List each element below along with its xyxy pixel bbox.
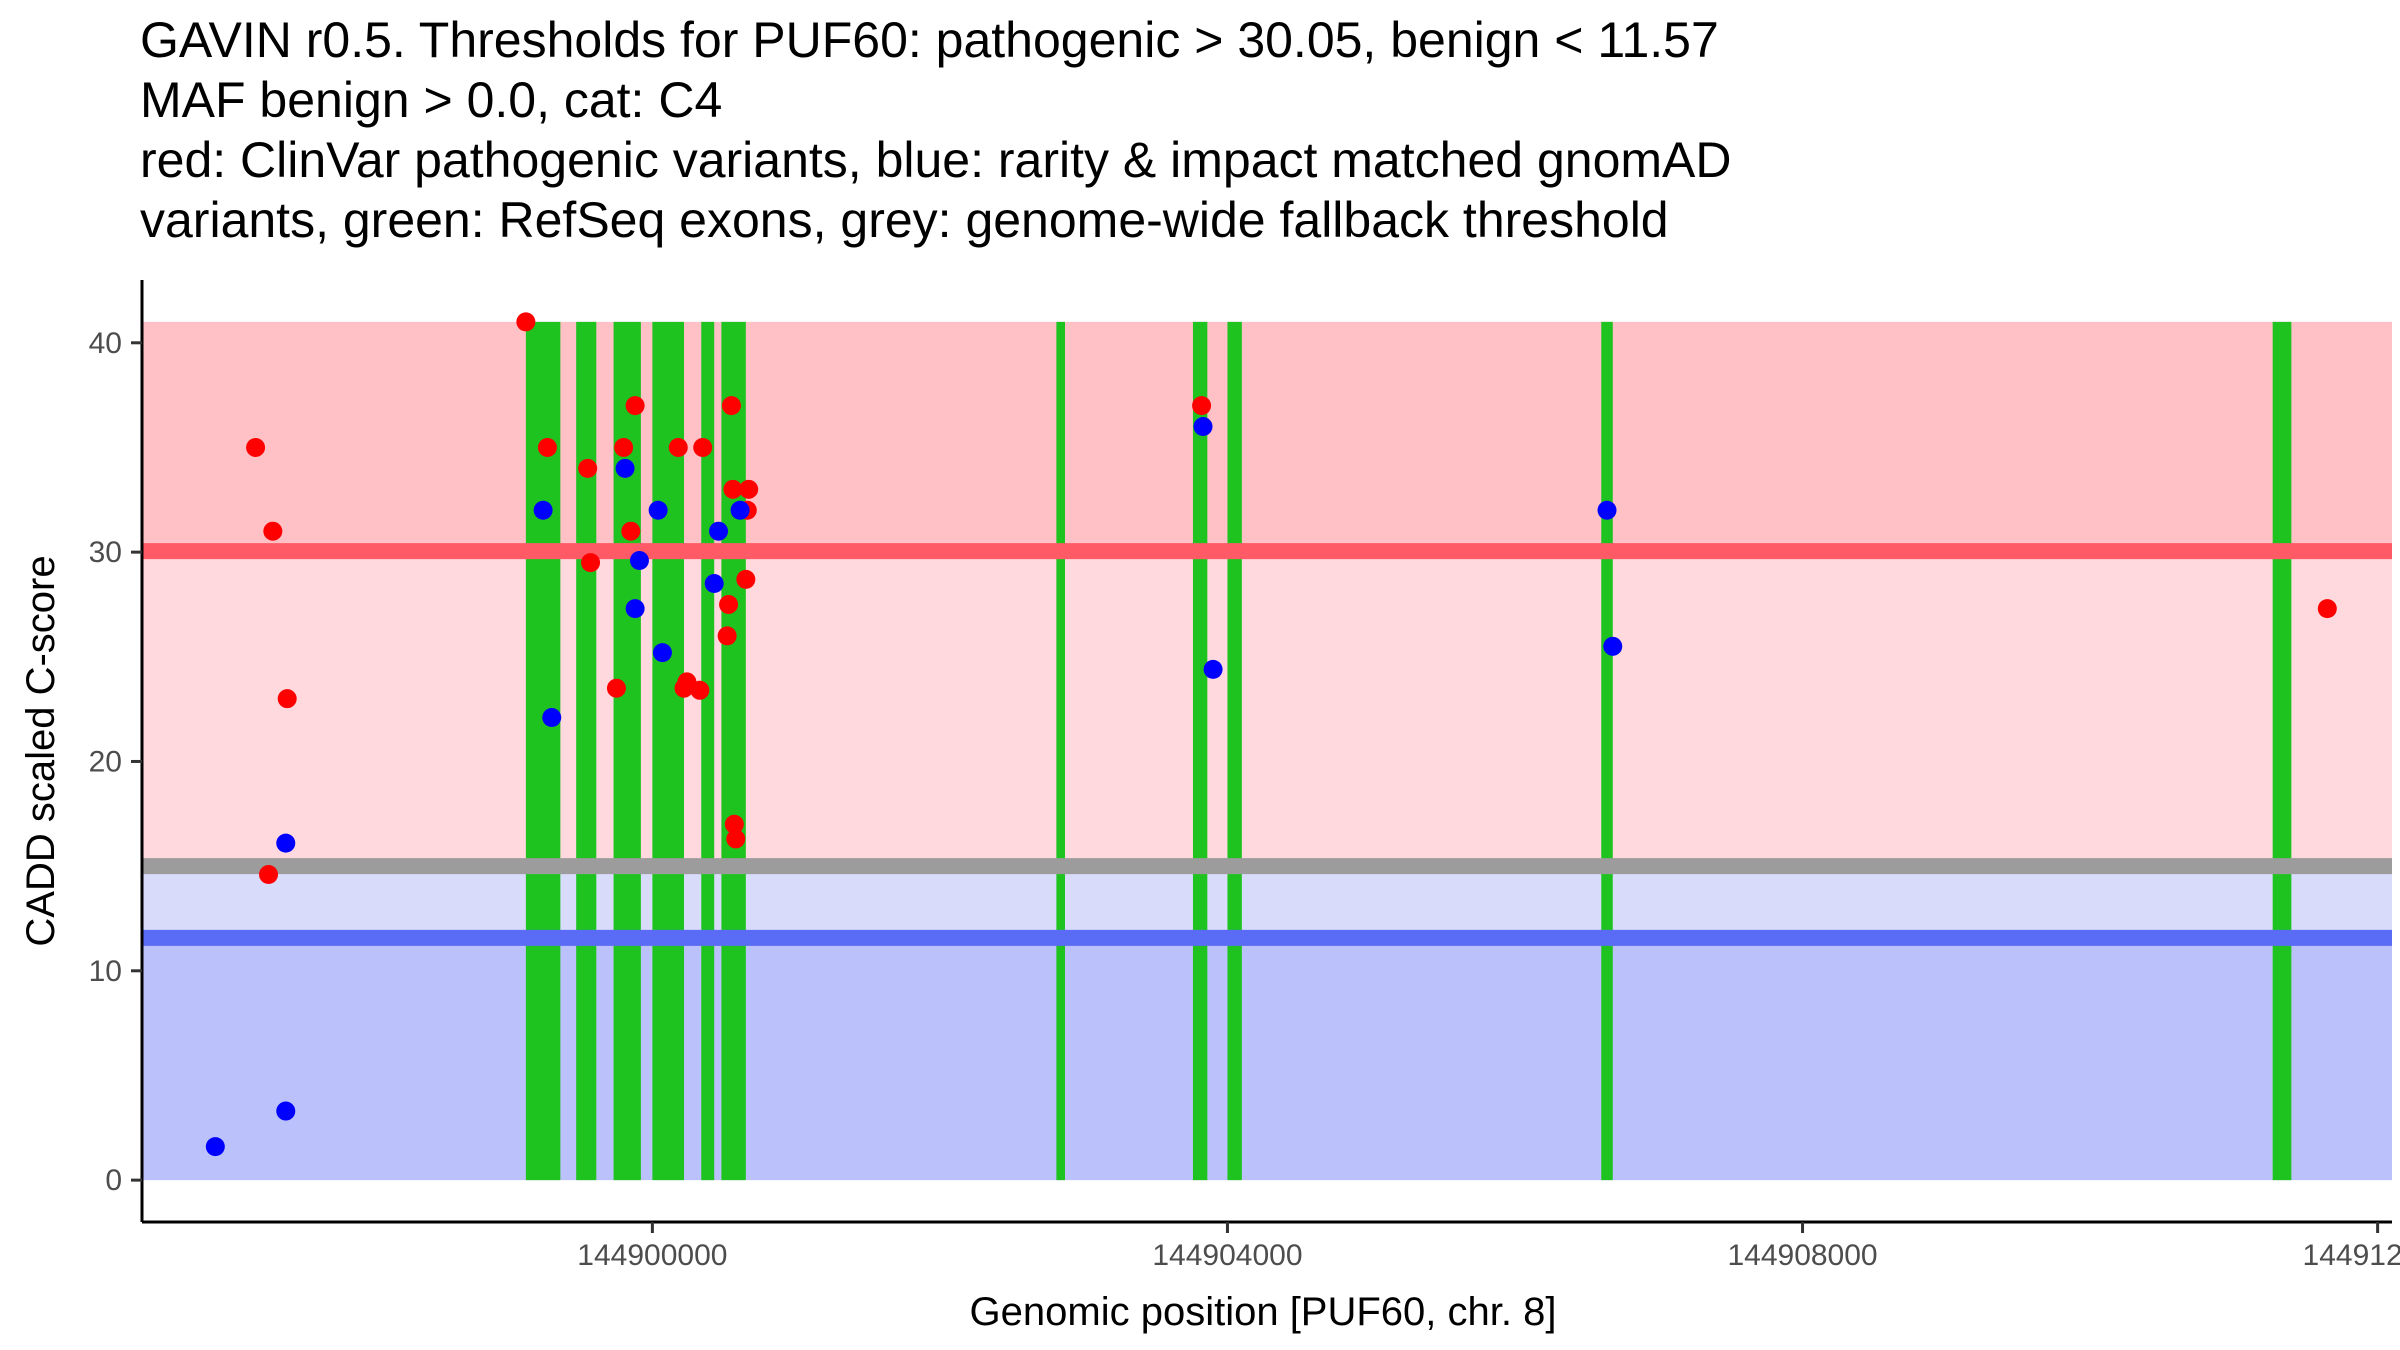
gnomad-point (615, 458, 635, 478)
clinvar-point (277, 689, 297, 709)
clinvar-point (259, 865, 279, 885)
chart-title: GAVIN r0.5. Thresholds for PUF60: pathog… (140, 10, 2360, 250)
threshold-bands (142, 321, 2392, 1181)
gnomad-point (1597, 500, 1617, 520)
threshold-lines (142, 543, 2392, 946)
exon-bar (721, 321, 746, 1181)
exon-bar (525, 321, 561, 1181)
x-tick-label: 144908000 (1727, 1239, 1877, 1272)
gnomad-point (1203, 659, 1223, 679)
clinvar-point (263, 521, 283, 541)
gnomad-point (648, 500, 668, 520)
pathogenic-zone (142, 321, 2392, 552)
clinvar-point (537, 437, 557, 457)
clinvar-point (721, 396, 741, 416)
exon-bar (1192, 321, 1208, 1181)
y-tick-label: 20 (89, 745, 122, 778)
clinvar-point (693, 437, 713, 457)
exon-bar (576, 321, 597, 1181)
low-zone (142, 866, 2392, 938)
clinvar-point (516, 312, 536, 332)
clinvar-point (581, 553, 601, 573)
title-line-1: GAVIN r0.5. Thresholds for PUF60: pathog… (140, 12, 1719, 68)
clinvar-point (736, 569, 756, 589)
exon-bar (1227, 321, 1242, 1181)
clinvar-point (739, 479, 759, 499)
clinvar-point (2317, 599, 2337, 619)
clinvar-point (726, 829, 746, 849)
x-tick-label: 144904000 (1152, 1239, 1302, 1272)
title-line-4: variants, green: RefSeq exons, grey: gen… (140, 192, 1669, 248)
gnomad-point (730, 500, 750, 520)
clinvar-point (621, 521, 641, 541)
tick-labels: 0 10 20 30 40 144900000 144904000 144908000 1449… (89, 327, 2400, 1272)
gnomad-point (709, 521, 729, 541)
y-tick-label: 40 (89, 327, 122, 360)
clinvar-point (246, 437, 266, 457)
clinvar-point (606, 678, 626, 698)
title-line-2: MAF benign > 0.0, cat: C4 (140, 72, 723, 128)
exon-bar (1056, 321, 1066, 1181)
y-tick-label: 30 (89, 536, 122, 569)
gnomad-point (1603, 636, 1623, 656)
clinvar-point (578, 458, 598, 478)
gnomad-point (276, 1101, 296, 1121)
x-tick-label: 144900000 (577, 1239, 727, 1272)
clinvar-point (668, 437, 688, 457)
x-axis-title: Genomic position [PUF60, chr. 8] (970, 1290, 1557, 1334)
exon-bar (652, 321, 685, 1181)
exon-bar (1601, 321, 1613, 1181)
clinvar-point (625, 396, 645, 416)
title-line-3: red: ClinVar pathogenic variants, blue: … (140, 132, 1732, 188)
gnomad-point (625, 599, 645, 619)
y-tick-label: 0 (105, 1164, 122, 1197)
clinvar-point (717, 626, 737, 646)
clinvar-point (724, 814, 744, 834)
y-tick-label: 10 (89, 955, 122, 988)
clinvar-point (723, 479, 743, 499)
axes (140, 280, 2392, 1224)
benign-zone (142, 937, 2392, 1181)
gnomad-point (205, 1137, 225, 1157)
clinvar-point (1192, 396, 1212, 416)
exon-bars (525, 321, 2292, 1181)
y-axis-title: CADD scaled C-score (19, 555, 63, 946)
clinvar-point (614, 437, 634, 457)
clinvar-point (690, 680, 710, 700)
gnomad-point (1193, 417, 1213, 437)
exon-bar (2272, 321, 2292, 1181)
clinvar-point (719, 594, 739, 614)
gnomad-point (629, 551, 649, 571)
gnomad-point (704, 574, 724, 594)
gnomad-point (652, 643, 672, 663)
uncertain-zone (142, 551, 2392, 867)
x-tick-label: 144912000 (2303, 1239, 2400, 1272)
variant-points (205, 312, 2337, 1157)
gnomad-point (542, 708, 562, 728)
gnomad-point (533, 500, 553, 520)
gnomad-point (276, 833, 296, 853)
